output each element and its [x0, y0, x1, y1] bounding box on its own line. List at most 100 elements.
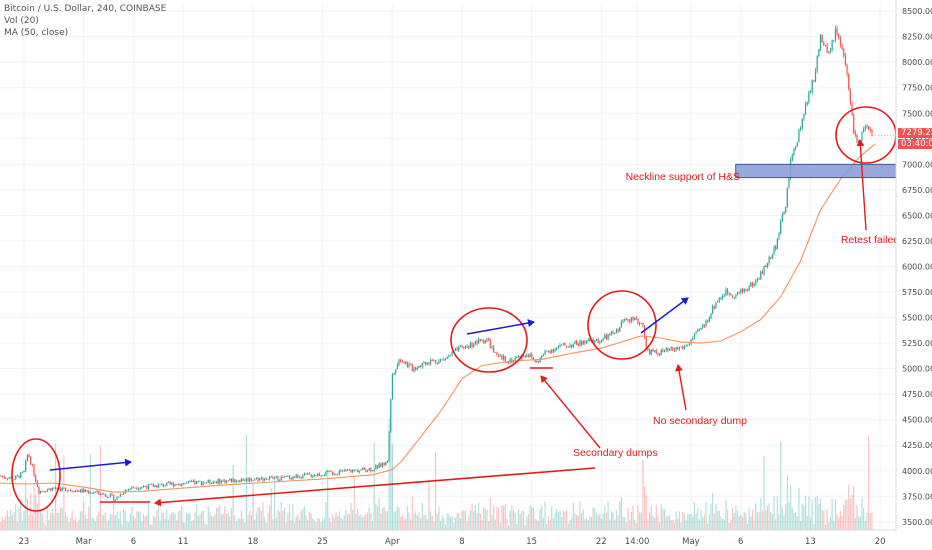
- no-secondary-label: No secondary dump: [653, 415, 747, 427]
- volume-bar: [191, 521, 193, 530]
- volume-bar: [675, 511, 677, 530]
- candle-body: [98, 490, 100, 494]
- volume-bar: [330, 522, 332, 530]
- candle-body: [298, 477, 301, 479]
- candle-body: [617, 329, 619, 332]
- candle-body: [649, 350, 651, 355]
- legend-symbol[interactable]: Bitcoin / U.S. Dollar, 240, COINBASE: [4, 4, 167, 14]
- candle-body: [196, 481, 198, 484]
- candle-body: [164, 485, 166, 487]
- candle-body: [738, 292, 740, 294]
- y-tick-label: 8000.00: [902, 58, 932, 67]
- y-tick-label: 5500.00: [902, 314, 932, 323]
- y-tick-label: 6750.00: [902, 186, 932, 195]
- volume-bar: [863, 508, 865, 530]
- volume-bar: [828, 522, 830, 530]
- candle-body: [736, 292, 739, 295]
- candle-body: [587, 339, 589, 341]
- volume-bar: [468, 516, 470, 530]
- volume-bar: [147, 499, 150, 530]
- candle-body: [823, 42, 825, 46]
- volume-bar: [61, 508, 63, 530]
- candle-body: [848, 74, 850, 90]
- candle-body: [728, 293, 730, 295]
- volume-bar: [259, 506, 261, 530]
- volume-bar: [142, 513, 145, 530]
- volume-bar: [590, 516, 593, 530]
- volume-bar: [275, 517, 277, 530]
- candle-body: [370, 468, 372, 472]
- volume-bar: [642, 459, 644, 530]
- candle-body: [50, 488, 52, 491]
- volume-bar: [600, 518, 603, 530]
- candle-body: [705, 320, 707, 326]
- volume-bar: [506, 519, 508, 530]
- volume-bar: [843, 505, 845, 530]
- volume-bar: [639, 512, 641, 530]
- volume-bar: [498, 507, 500, 530]
- volume-bar: [172, 512, 174, 530]
- volume-bar: [496, 506, 498, 530]
- volume-bar: [735, 505, 737, 530]
- candle-body: [242, 478, 244, 481]
- candle-body: [247, 478, 249, 482]
- candle-body: [688, 343, 691, 346]
- annotation-circle: [587, 290, 657, 360]
- candle-body: [785, 206, 787, 213]
- volume-bar: [614, 519, 616, 530]
- candle-body: [799, 128, 802, 130]
- volume-bar: [277, 509, 279, 530]
- volume-bar: [617, 515, 619, 530]
- volume-bar: [119, 510, 121, 530]
- candle-body: [562, 343, 564, 345]
- candle-body: [245, 478, 247, 481]
- legend-ma[interactable]: MA (50, close): [4, 28, 69, 38]
- volume-bar: [395, 510, 397, 530]
- candle-body: [491, 347, 493, 349]
- volume-bar: [315, 521, 317, 530]
- volume-bar: [76, 522, 78, 530]
- volume-bar: [667, 515, 669, 530]
- volume-bar: [537, 520, 540, 530]
- candle-body: [468, 345, 470, 348]
- volume-bar: [836, 513, 838, 530]
- volume-bar: [177, 511, 179, 530]
- candle-body: [819, 34, 822, 50]
- candle-body: [230, 478, 233, 482]
- candle-body: [41, 490, 43, 492]
- volume-bar: [705, 502, 707, 530]
- volume-bar: [111, 514, 113, 530]
- legend-volume[interactable]: Vol (20): [4, 16, 39, 26]
- candle-body: [361, 467, 364, 470]
- volume-bar: [43, 522, 45, 530]
- volume-bar: [733, 513, 735, 530]
- retest-label: Retest failed: [841, 234, 900, 246]
- volume-bar: [433, 521, 435, 530]
- candle-body: [360, 469, 362, 471]
- volume-bar: [692, 516, 694, 530]
- candle-body: [137, 488, 140, 490]
- volume-bar: [730, 519, 732, 530]
- volume-bar: [41, 513, 43, 530]
- candle-body: [730, 293, 732, 296]
- candle-body: [720, 298, 722, 300]
- candle-body: [439, 359, 442, 361]
- volume-bar: [839, 510, 842, 530]
- candle-body: [254, 479, 256, 481]
- candle-body: [401, 361, 403, 363]
- volume-bar: [710, 504, 712, 530]
- candle-body: [108, 497, 110, 499]
- candle-body: [78, 490, 80, 492]
- volume-bar: [776, 496, 778, 530]
- candle-body: [461, 345, 463, 347]
- volume-bar: [761, 510, 764, 530]
- candle-body: [119, 494, 121, 497]
- candle-body: [667, 348, 669, 351]
- candle-body: [393, 373, 395, 374]
- candle-body: [743, 289, 745, 292]
- candle-body: [433, 360, 435, 361]
- candle-body: [93, 492, 95, 494]
- candle-body: [156, 485, 158, 488]
- candle-body: [657, 353, 659, 355]
